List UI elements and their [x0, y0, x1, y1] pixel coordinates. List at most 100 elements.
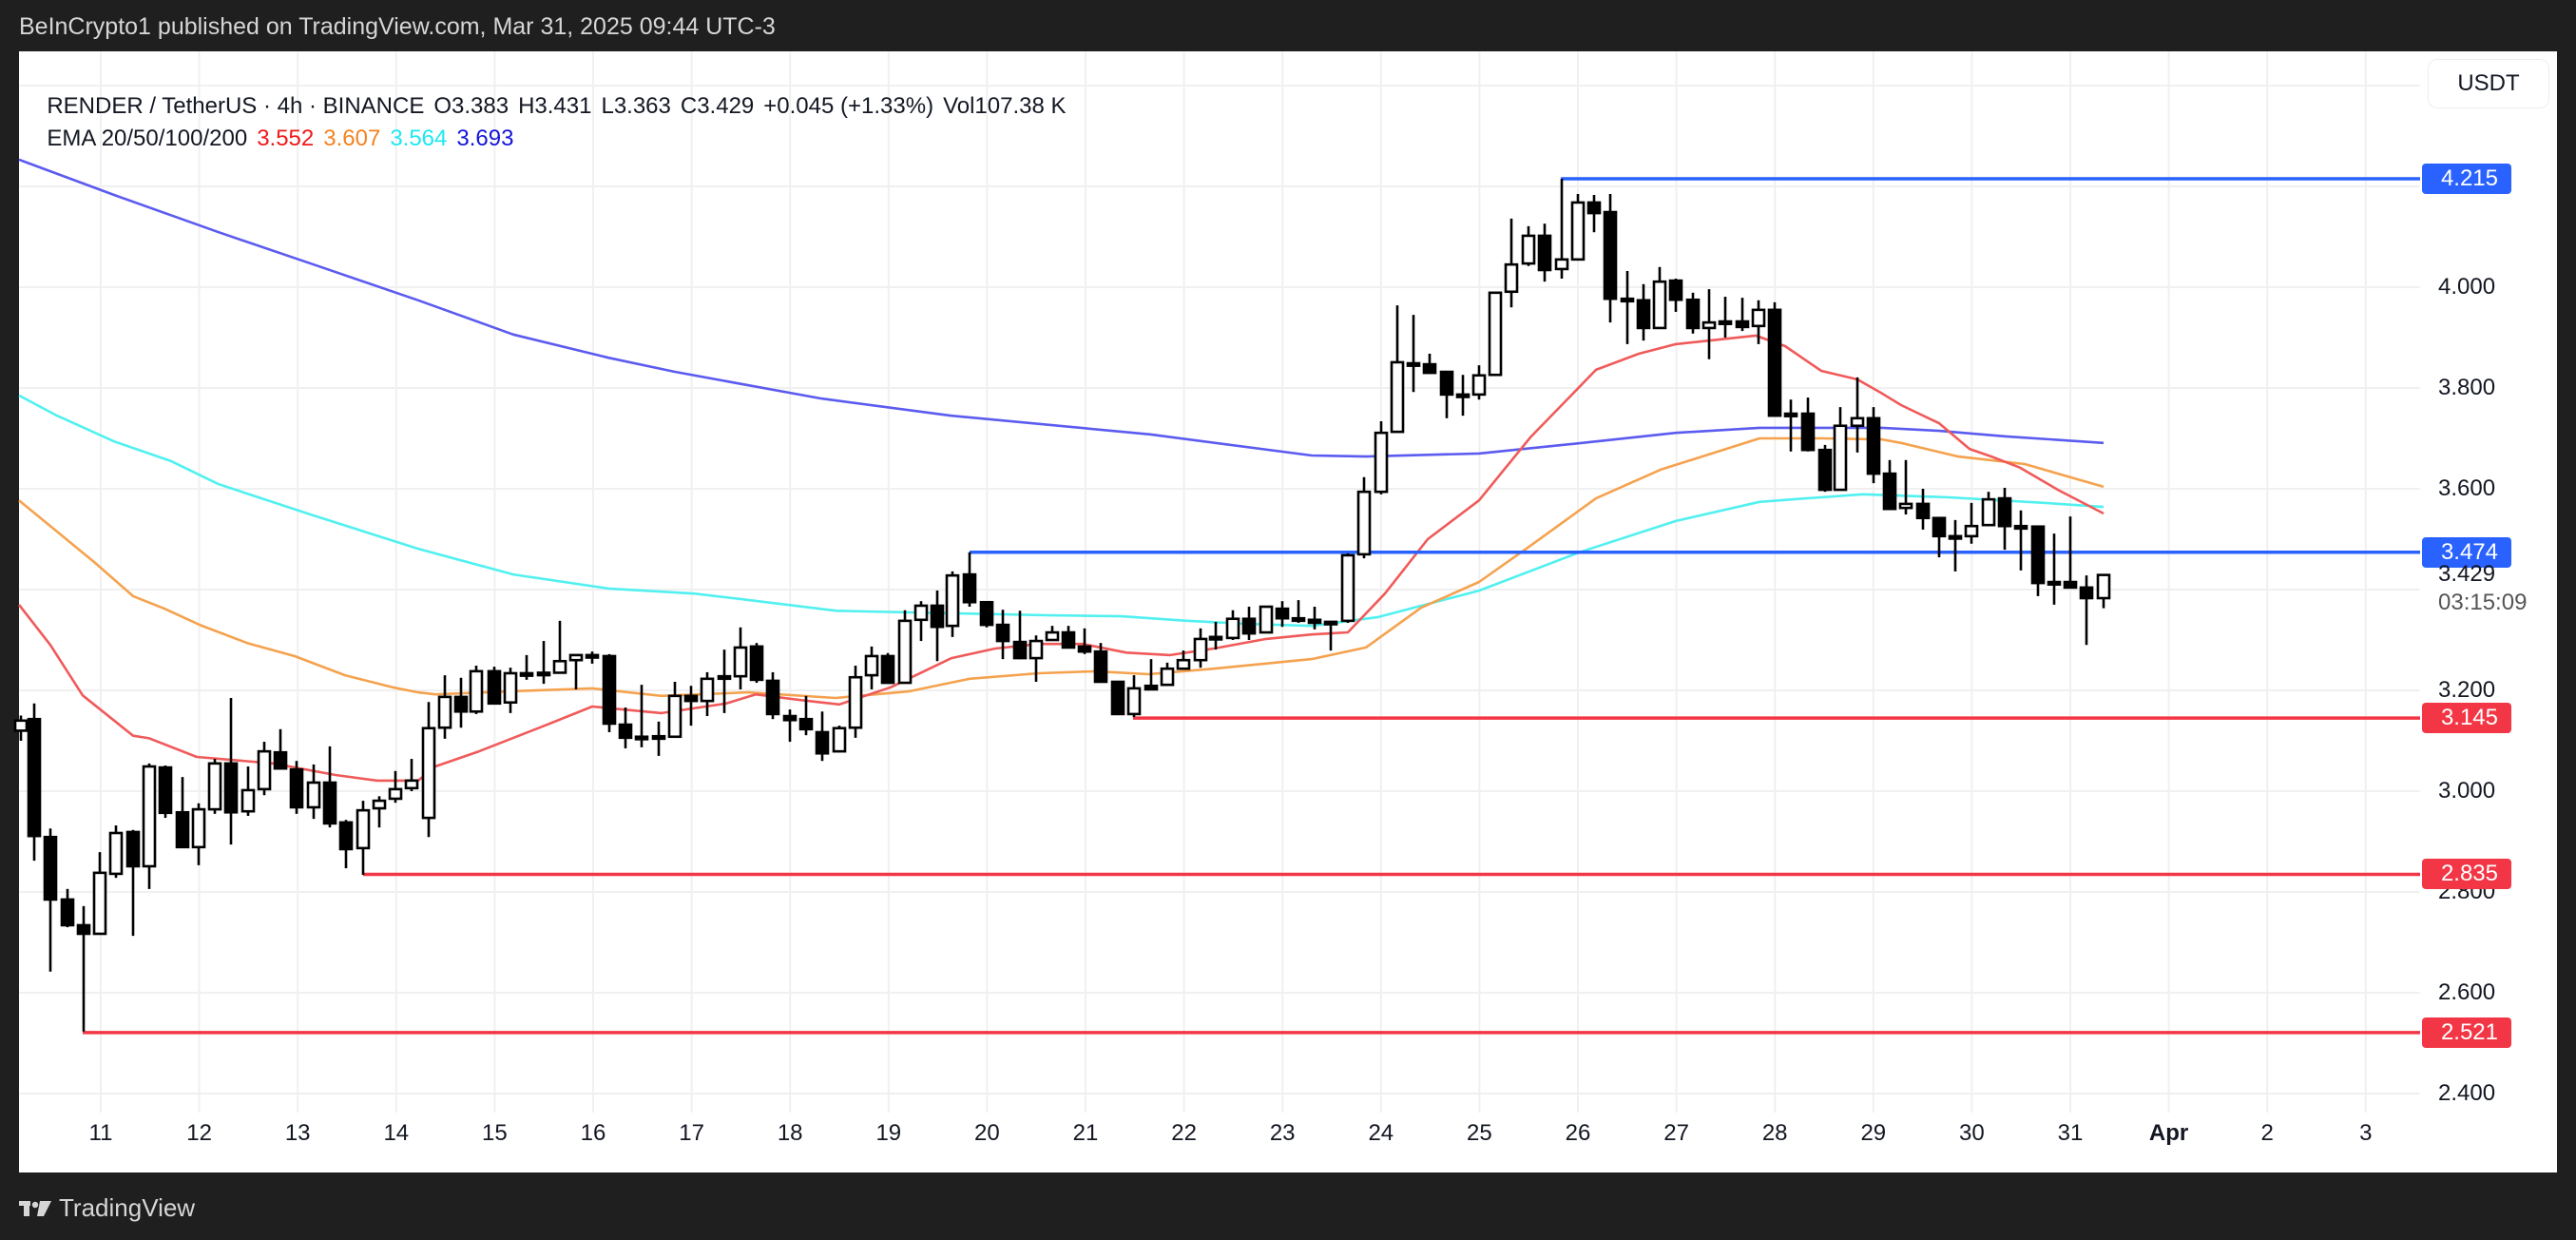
candle	[356, 801, 371, 875]
candle	[1817, 444, 1833, 493]
time-tick-label: 21	[1072, 1120, 1099, 1146]
tradingview-logo-icon	[19, 1200, 51, 1216]
candle	[223, 697, 239, 845]
candle	[1077, 628, 1092, 654]
candle	[207, 759, 222, 814]
candle	[1160, 662, 1175, 687]
time-tick-label: 28	[1761, 1120, 1788, 1146]
resistance-price-label[interactable]: 3.474	[2422, 536, 2511, 568]
support-price-label[interactable]: 2.835	[2422, 859, 2511, 890]
footer: TradingView	[19, 1193, 195, 1223]
candle	[43, 828, 58, 972]
candle	[503, 668, 518, 713]
support-price-label[interactable]: 2.521	[2422, 1017, 2511, 1048]
time-tick-label: 27	[1663, 1120, 1689, 1146]
candle	[257, 742, 272, 796]
candle	[700, 671, 715, 717]
ohlc-low: L3.363	[601, 93, 671, 119]
candle	[1307, 607, 1322, 630]
time-tick-label: 12	[186, 1120, 212, 1146]
symbol-name[interactable]: RENDER / TetherUS · 4h · BINANCE	[47, 93, 425, 119]
candle	[469, 666, 484, 714]
candle	[1241, 607, 1257, 640]
candle	[717, 649, 732, 713]
candle	[962, 552, 977, 608]
candle	[651, 721, 666, 756]
candle	[913, 601, 929, 642]
support-price-label[interactable]: 3.145	[2422, 703, 2511, 734]
candle	[1767, 301, 1782, 417]
candle	[667, 681, 682, 739]
time-tick-label: 19	[875, 1120, 902, 1146]
candle	[765, 671, 780, 720]
candle	[585, 651, 600, 664]
time-tick-label: 3	[2359, 1120, 2373, 1146]
candle	[1751, 300, 1766, 344]
price-tick-label: 2.400	[2438, 1080, 2496, 1106]
time-tick-label: 22	[1171, 1120, 1197, 1146]
candle	[1504, 218, 1519, 308]
candle	[1093, 643, 1108, 684]
candle	[1586, 195, 1602, 233]
candle	[1521, 225, 1536, 266]
ema50-line	[18, 436, 2105, 700]
candle	[733, 627, 748, 689]
ema100-line	[18, 394, 2105, 628]
candle	[437, 675, 452, 739]
candle	[798, 695, 814, 736]
price-tick-label: 4.000	[2438, 274, 2496, 300]
ema20-value: 3.552	[257, 126, 315, 151]
candle	[1340, 552, 1355, 623]
time-tick-label: 16	[580, 1120, 606, 1146]
candle	[1390, 305, 1405, 434]
candle	[2030, 525, 2046, 596]
candle	[930, 591, 945, 662]
candle	[1981, 492, 1996, 527]
currency-button[interactable]: USDT	[2428, 59, 2549, 108]
price-tick-label: 2.600	[2438, 979, 2496, 1005]
time-tick-label: 18	[777, 1120, 803, 1146]
candle	[1061, 626, 1076, 649]
time-tick-label: 15	[482, 1120, 508, 1146]
candle	[388, 770, 403, 804]
candle	[2013, 510, 2028, 571]
ohlc-open: O3.383	[433, 93, 509, 119]
footer-brand[interactable]: TradingView	[59, 1193, 196, 1222]
candle	[1668, 278, 1683, 312]
candle	[1439, 370, 1454, 418]
candle	[995, 610, 1010, 660]
candle	[979, 600, 994, 628]
price-tick-label: 3.800	[2438, 375, 2496, 400]
candle	[1554, 179, 1569, 279]
candle	[1997, 487, 2012, 551]
candle	[1045, 626, 1060, 642]
candle	[2096, 573, 2111, 609]
price-tick-label: 3.600	[2438, 475, 2496, 501]
bar-countdown: 03:15:09	[2438, 589, 2528, 615]
resistance-price-label[interactable]: 4.215	[2422, 164, 2511, 195]
candle	[1144, 659, 1159, 691]
ema-label[interactable]: EMA 20/50/100/200	[47, 126, 248, 151]
time-tick-label: 30	[1959, 1120, 1985, 1146]
candle	[1110, 680, 1125, 716]
candle	[289, 761, 304, 814]
candle	[552, 620, 567, 674]
candle	[1012, 610, 1028, 660]
candle	[372, 796, 387, 828]
candle	[273, 728, 288, 770]
candle	[749, 643, 764, 684]
candle	[1915, 489, 1931, 530]
symbol-legend: RENDER / TetherUS · 4h · BINANCE O3.383 H3…	[34, 67, 1076, 120]
candle	[421, 702, 436, 838]
candle	[1603, 193, 1618, 323]
candle	[1537, 223, 1552, 282]
candle	[602, 653, 617, 732]
time-tick-label: Apr	[2148, 1120, 2189, 1146]
candle	[1291, 600, 1306, 623]
candle	[1652, 266, 1667, 330]
candle	[1948, 519, 1963, 572]
ema200-value: 3.693	[456, 126, 514, 151]
ema200-line	[18, 158, 2105, 458]
candle	[142, 763, 157, 889]
